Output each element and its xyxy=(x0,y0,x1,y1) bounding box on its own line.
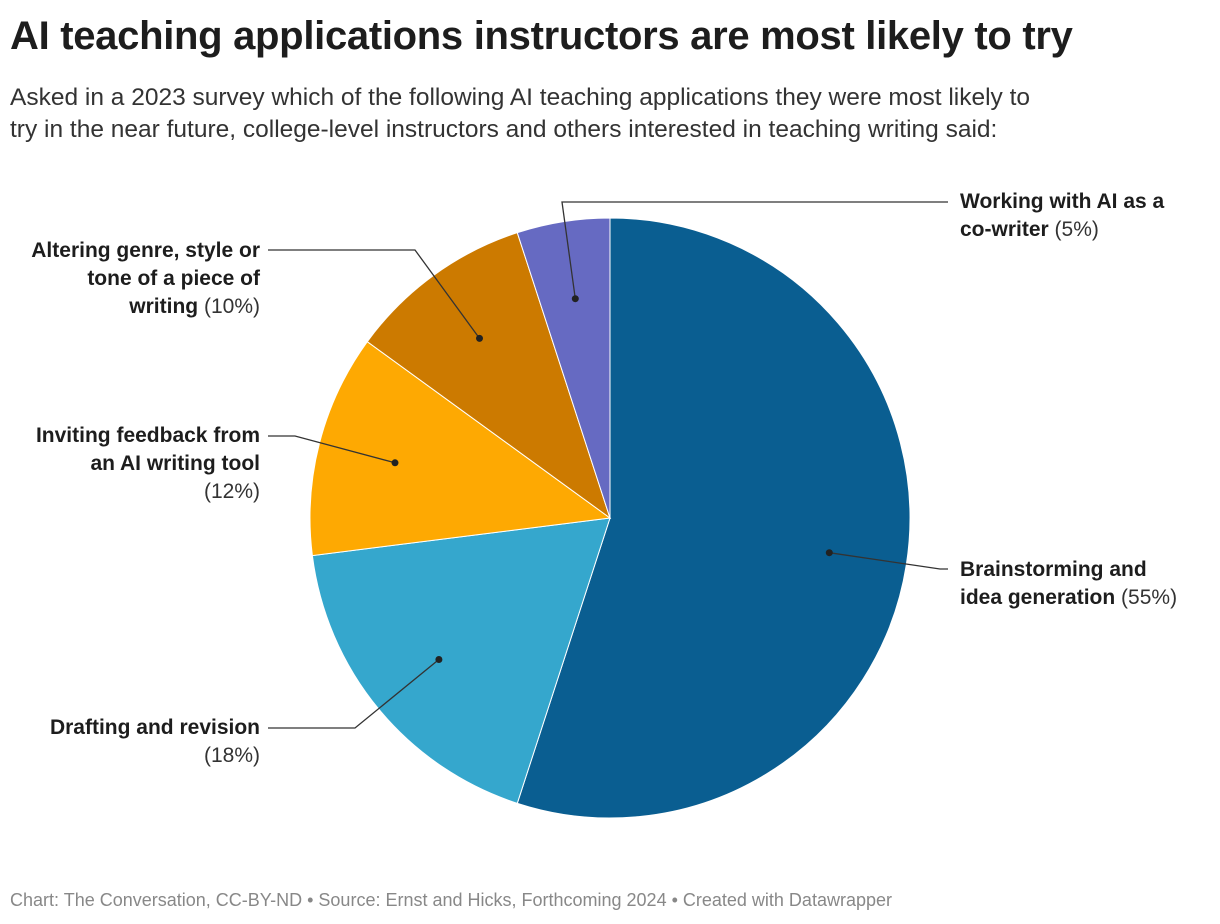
label-feedback: Inviting feedback from an AI writing too… xyxy=(10,422,260,506)
pie-slice-cowriter xyxy=(516,217,611,519)
label-cowriter-name-2: co-writer xyxy=(960,218,1049,241)
leader-line-drafting xyxy=(268,658,440,729)
leader-lines xyxy=(268,201,948,729)
leader-line-brainstorming xyxy=(829,552,948,570)
leader-dot-drafting xyxy=(435,656,443,663)
label-feedback-pct: (12%) xyxy=(203,480,260,503)
chart-footer: Chart: The Conversation, CC-BY-ND • Sour… xyxy=(10,890,892,910)
label-brainstorming-name-2: idea generation xyxy=(960,586,1116,609)
leader-dot-feedback xyxy=(391,459,399,467)
label-brainstorming-pct: (55%) xyxy=(1121,586,1178,609)
label-drafting-name-1: Drafting and revision xyxy=(49,716,260,739)
label-feedback-name-2: an AI writing tool xyxy=(90,452,260,475)
leader-line-altering xyxy=(268,249,481,339)
label-feedback-name-1: Inviting feedback from xyxy=(35,424,260,447)
label-altering-name-3: writing xyxy=(129,295,199,318)
label-altering-pct: (10%) xyxy=(203,295,260,318)
label-brainstorming-name-1: Brainstorming and xyxy=(960,558,1147,581)
leader-line-feedback xyxy=(268,435,396,464)
label-drafting-pct: (18%) xyxy=(203,744,260,767)
label-cowriter-name-1: Working with AI as a xyxy=(960,190,1165,213)
leader-dot-brainstorming xyxy=(825,549,833,557)
leader-dot-cowriter xyxy=(571,295,579,303)
leader-line-cowriter xyxy=(561,201,948,299)
label-altering-name-2: tone of a piece of xyxy=(87,267,260,290)
subtitle-line-1: Asked in a 2023 survey which of the foll… xyxy=(10,84,1031,111)
label-brainstorming: Brainstorming and idea generation (55%) xyxy=(960,556,1177,612)
label-altering: Altering genre, style or tone of a piece… xyxy=(10,237,260,321)
subtitle-line-2: try in the near future, college-level in… xyxy=(10,116,998,143)
chart-title: AI teaching applications instructors are… xyxy=(10,14,1073,58)
leader-dot-altering xyxy=(476,334,483,342)
label-cowriter-pct: (5%) xyxy=(1054,218,1099,241)
pie-slices xyxy=(309,217,911,819)
label-altering-name-1: Altering genre, style or xyxy=(31,239,260,262)
label-cowriter: Working with AI as a co-writer (5%) xyxy=(960,188,1164,244)
label-drafting: Drafting and revision (18%) xyxy=(10,714,260,770)
pie-slice-brainstorming xyxy=(516,217,911,819)
pie-slice-feedback xyxy=(309,340,612,557)
chart-subtitle: Asked in a 2023 survey which of the foll… xyxy=(10,82,1210,146)
